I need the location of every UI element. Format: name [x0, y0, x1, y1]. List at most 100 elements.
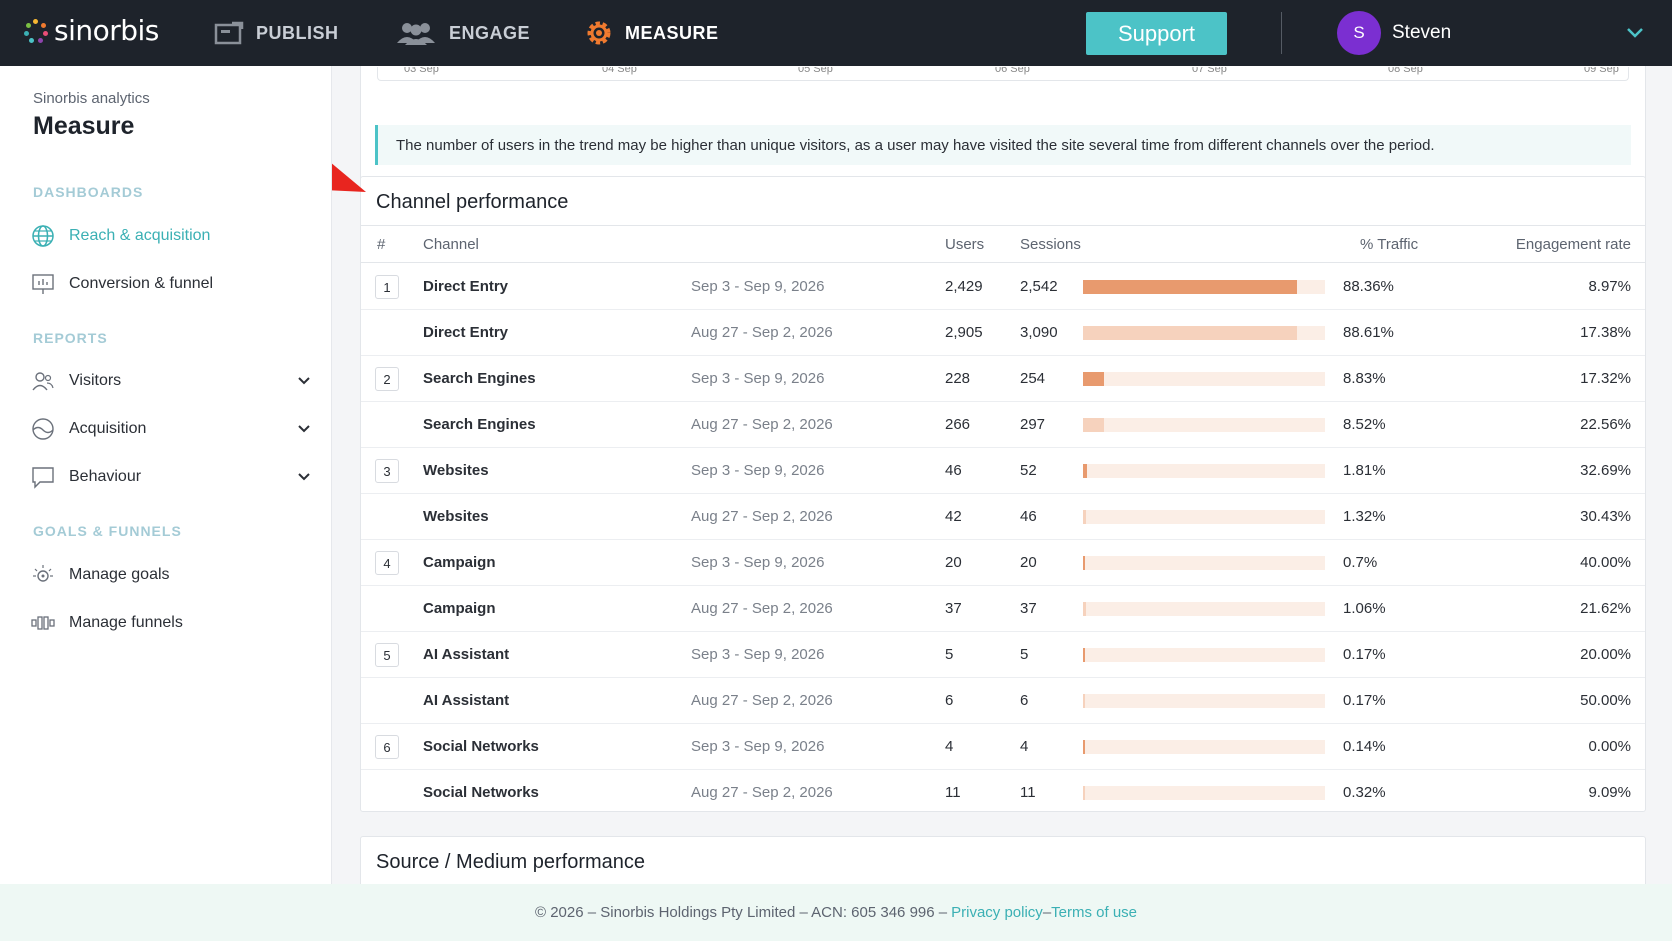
- channel-name: Campaign: [423, 600, 496, 617]
- sidebar-item-label: Visitors: [69, 372, 122, 389]
- table-row[interactable]: 1 Direct Entry Sep 3 - Sep 9, 2026 2,429 2,5…: [361, 264, 1645, 310]
- traffic-bar-track: [1083, 418, 1325, 432]
- sessions-value: 52: [1020, 462, 1037, 479]
- axis-tick: 03 Sep: [404, 67, 439, 75]
- users-value: 228: [945, 370, 971, 387]
- gear-icon: [587, 21, 611, 45]
- nav-engage[interactable]: ENGAGE: [395, 0, 530, 66]
- traffic-bar-fill: [1083, 326, 1298, 340]
- footer: © 2026 – Sinorbis Holdings Pty Limited –…: [0, 884, 1672, 941]
- chevron-down-icon[interactable]: [297, 374, 311, 388]
- axis-tick: 06 Sep: [995, 67, 1030, 75]
- sessions-value: 20: [1020, 554, 1037, 571]
- sidebar-item-manage-funnels[interactable]: Manage funnels: [31, 608, 311, 638]
- channel-name: Search Engines: [423, 416, 536, 433]
- table-row[interactable]: 4 Campaign Sep 3 - Sep 9, 2026 20 20 0.7% 40.0…: [361, 540, 1645, 586]
- section-goals-funnels: GOALS & FUNNELS: [33, 523, 182, 539]
- chevron-down-icon[interactable]: [1626, 24, 1644, 42]
- goal-icon: [33, 565, 53, 582]
- axis-tick: 05 Sep: [798, 67, 833, 75]
- nav-divider: [1281, 12, 1282, 54]
- header-engagement[interactable]: Engagement rate: [1515, 236, 1631, 253]
- traffic-bar-fill: [1083, 740, 1085, 754]
- acquisition-icon: [32, 418, 54, 440]
- chat-icon: [32, 467, 54, 489]
- sidebar-item-label: Acquisition: [69, 420, 147, 437]
- publish-icon: [214, 21, 244, 45]
- trend-info-note: The number of users in the trend may be …: [375, 125, 1631, 165]
- table-row[interactable]: 2 Search Engines Sep 3 - Sep 9, 2026 228 254…: [361, 356, 1645, 402]
- sessions-value: 297: [1020, 416, 1046, 433]
- nav-measure[interactable]: MEASURE: [585, 0, 719, 66]
- channel-name: AI Assistant: [423, 692, 510, 709]
- sidebar-item-acquisition[interactable]: Acquisition: [31, 414, 311, 444]
- header-users[interactable]: Users: [945, 236, 985, 253]
- traffic-bar-track: [1083, 280, 1325, 294]
- table-row[interactable]: Direct Entry Aug 27 - Sep 2, 2026 2,905 3,0…: [361, 310, 1645, 356]
- brand-name: sinorbis: [54, 14, 159, 47]
- period-range: Aug 27 - Sep 2, 2026: [691, 692, 833, 709]
- channel-name: AI Assistant: [423, 646, 510, 663]
- channel-name: Campaign: [423, 554, 496, 571]
- terms-of-use-link[interactable]: Terms of use: [1051, 904, 1138, 921]
- sidebar-item-label: Manage funnels: [69, 614, 183, 631]
- traffic-value: 88.36%: [1343, 278, 1394, 295]
- period-range: Sep 3 - Sep 9, 2026: [691, 554, 825, 571]
- traffic-bar-track: [1083, 372, 1325, 386]
- table-row[interactable]: 5 AI Assistant Sep 3 - Sep 9, 2026 5 5 0.17% 2…: [361, 632, 1645, 678]
- table-row[interactable]: 3 Websites Sep 3 - Sep 9, 2026 46 52 1.81% 32.…: [361, 448, 1645, 494]
- chevron-down-icon[interactable]: [297, 470, 311, 484]
- sidebar-item-reach[interactable]: Reach & acquisition: [31, 221, 311, 251]
- traffic-value: 0.7%: [1343, 554, 1378, 571]
- period-range: Sep 3 - Sep 9, 2026: [691, 370, 825, 387]
- avatar[interactable]: S: [1337, 11, 1381, 55]
- traffic-value: 0.17%: [1343, 692, 1386, 709]
- users-value: 11: [945, 784, 961, 801]
- users-value: 20: [945, 554, 962, 571]
- sidebar-item-behaviour[interactable]: Behaviour: [31, 462, 311, 492]
- header-sessions[interactable]: Sessions: [1020, 236, 1081, 253]
- sidebar-item-label: Conversion & funnel: [69, 275, 214, 292]
- sessions-value: 254: [1020, 370, 1046, 387]
- table-row[interactable]: Websites Aug 27 - Sep 2, 2026 42 46 1.32% 30.…: [361, 494, 1645, 540]
- period-range: Sep 3 - Sep 9, 2026: [691, 646, 825, 663]
- traffic-bar-fill: [1083, 786, 1085, 800]
- period-range: Aug 27 - Sep 2, 2026: [691, 600, 833, 617]
- sidebar-item-conversion[interactable]: Conversion & funnel: [31, 269, 311, 299]
- table-row[interactable]: AI Assistant Aug 27 - Sep 2, 2026 6 6 0.17% 5…: [361, 678, 1645, 724]
- period-range: Sep 3 - Sep 9, 2026: [691, 462, 825, 479]
- traffic-bar-fill: [1083, 648, 1085, 662]
- header-channel[interactable]: Channel: [423, 236, 479, 253]
- rank-badge: 3: [375, 459, 399, 483]
- period-range: Aug 27 - Sep 2, 2026: [691, 324, 833, 341]
- table-row[interactable]: Social Networks Aug 27 - Sep 2, 2026 11 11 0…: [361, 770, 1645, 816]
- period-range: Sep 3 - Sep 9, 2026: [691, 738, 825, 755]
- axis-tick: 04 Sep: [602, 67, 637, 75]
- users-value: 2,905: [945, 324, 983, 341]
- sidebar-subtitle: Sinorbis analytics: [33, 90, 150, 107]
- traffic-value: 1.06%: [1343, 600, 1386, 617]
- axis-tick: 09 Sep: [1584, 67, 1619, 75]
- traffic-bar-fill: [1083, 556, 1085, 570]
- engagement-value: 17.38%: [1580, 324, 1631, 341]
- nav-publish[interactable]: PUBLISH: [214, 0, 339, 66]
- user-name[interactable]: Steven: [1392, 22, 1452, 43]
- privacy-policy-link[interactable]: Privacy policy: [951, 904, 1043, 921]
- table-row[interactable]: 6 Social Networks Sep 3 - Sep 9, 2026 4 4 0.1…: [361, 724, 1645, 770]
- traffic-bar-track: [1083, 602, 1325, 616]
- period-range: Aug 27 - Sep 2, 2026: [691, 508, 833, 525]
- table-row[interactable]: Search Engines Aug 27 - Sep 2, 2026 266 297…: [361, 402, 1645, 448]
- header-traffic[interactable]: % Traffic: [1360, 236, 1419, 253]
- chevron-down-icon[interactable]: [297, 422, 311, 436]
- brand-logo[interactable]: sinorbis: [24, 14, 159, 47]
- footer-separator: –: [1042, 904, 1052, 921]
- sidebar-item-visitors[interactable]: Visitors: [31, 366, 311, 396]
- table-row[interactable]: Campaign Aug 27 - Sep 2, 2026 37 37 1.06% 21.…: [361, 586, 1645, 632]
- sidebar-item-manage-goals[interactable]: Manage goals: [31, 560, 311, 590]
- nav-engage-label: ENGAGE: [449, 22, 531, 43]
- axis-tick: 07 Sep: [1192, 67, 1227, 75]
- traffic-value: 8.83%: [1343, 370, 1386, 387]
- traffic-bar-fill: [1083, 602, 1086, 616]
- support-button[interactable]: Support: [1086, 12, 1227, 55]
- traffic-value: 88.61%: [1343, 324, 1394, 341]
